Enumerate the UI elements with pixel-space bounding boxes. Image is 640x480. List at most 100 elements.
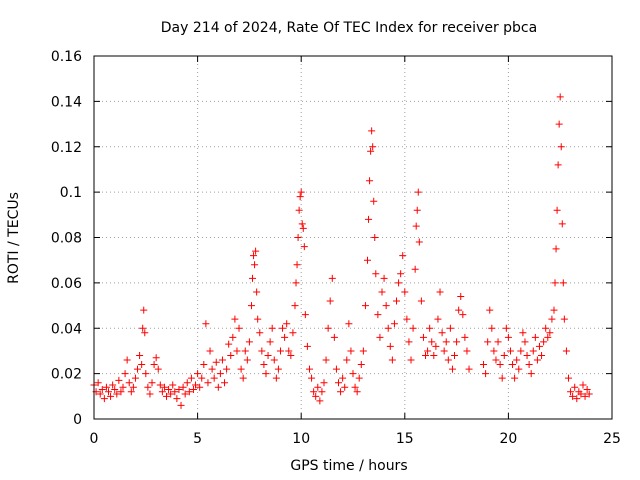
data-point xyxy=(419,333,427,341)
data-point xyxy=(299,224,307,232)
data-point xyxy=(484,338,492,346)
data-point xyxy=(214,383,222,391)
y-tick-label: 0.08 xyxy=(51,231,82,247)
data-point xyxy=(357,361,365,369)
data-point xyxy=(177,401,185,409)
data-point xyxy=(490,347,498,355)
data-point xyxy=(573,395,581,403)
data-point xyxy=(216,370,224,378)
data-point xyxy=(349,370,357,378)
data-point xyxy=(221,379,229,387)
data-point xyxy=(294,234,302,241)
data-point xyxy=(109,381,117,389)
y-axis-label: ROTI / TECUs xyxy=(6,192,22,284)
data-point xyxy=(529,347,537,355)
data-point xyxy=(509,361,517,369)
data-point xyxy=(502,324,510,332)
data-point xyxy=(131,374,139,382)
data-point xyxy=(146,390,154,398)
data-point xyxy=(581,392,589,400)
data-point xyxy=(243,356,251,364)
data-point xyxy=(158,388,166,396)
data-point xyxy=(138,361,146,369)
data-point xyxy=(210,374,218,382)
data-point xyxy=(276,347,284,355)
data-point xyxy=(386,342,394,350)
data-point xyxy=(417,297,425,305)
data-point xyxy=(181,390,189,398)
data-point xyxy=(457,292,465,300)
data-point xyxy=(430,351,438,359)
data-point xyxy=(486,306,494,314)
grid-lines xyxy=(94,56,612,419)
data-point xyxy=(347,347,355,355)
data-point xyxy=(139,324,147,332)
data-point xyxy=(334,379,342,387)
data-point xyxy=(552,245,560,253)
data-point xyxy=(365,215,373,223)
data-point xyxy=(585,390,593,398)
data-point xyxy=(558,220,566,228)
data-point xyxy=(322,356,330,364)
data-point xyxy=(531,333,539,341)
data-point xyxy=(555,120,563,128)
data-point xyxy=(513,356,521,364)
data-point xyxy=(125,379,133,387)
data-point xyxy=(463,347,471,355)
data-point xyxy=(455,306,463,314)
data-point xyxy=(506,347,514,355)
data-point xyxy=(206,347,214,355)
x-tick-label: 15 xyxy=(396,431,414,447)
data-point xyxy=(136,351,144,359)
y-tick-label: 0.06 xyxy=(51,276,82,292)
data-point xyxy=(285,347,293,355)
data-point xyxy=(175,386,183,394)
data-point xyxy=(367,147,375,155)
data-point xyxy=(403,315,411,323)
data-point xyxy=(551,279,559,287)
chart-title: Day 214 of 2024, Rate Of TEC Index for r… xyxy=(161,20,537,36)
data-point xyxy=(156,381,164,389)
data-point xyxy=(266,338,274,346)
data-point xyxy=(553,206,561,214)
data-point xyxy=(569,392,577,400)
data-point xyxy=(165,386,173,394)
data-point xyxy=(571,383,579,391)
data-point xyxy=(424,347,432,355)
data-point xyxy=(488,324,496,332)
data-point xyxy=(567,388,575,396)
data-point xyxy=(233,347,241,355)
data-point xyxy=(251,261,259,269)
data-point xyxy=(295,206,303,214)
data-point xyxy=(556,93,564,101)
data-point xyxy=(249,274,257,282)
y-tick-labels: 0 0.02 0.04 0.06 0.08 0.1 0.12 0.14 0.16 xyxy=(51,49,82,428)
data-point xyxy=(140,306,148,314)
data-point xyxy=(368,127,376,135)
data-point xyxy=(320,379,328,387)
data-point xyxy=(371,234,379,241)
data-point xyxy=(355,374,363,382)
data-point xyxy=(272,374,280,382)
data-point xyxy=(370,197,378,205)
data-point xyxy=(515,365,523,373)
data-point xyxy=(341,383,349,391)
data-point xyxy=(287,351,295,359)
data-point xyxy=(409,324,417,332)
data-point xyxy=(245,338,253,346)
data-point xyxy=(142,370,150,378)
data-point xyxy=(339,374,347,382)
data-point xyxy=(521,338,529,346)
data-point xyxy=(422,351,430,359)
data-point xyxy=(412,222,420,230)
x-tick-label: 0 xyxy=(90,431,99,447)
data-point xyxy=(167,390,175,398)
data-point xyxy=(434,315,442,323)
data-point xyxy=(560,315,568,323)
data-point xyxy=(345,320,353,328)
data-point xyxy=(198,374,206,382)
data-point xyxy=(270,356,278,364)
y-tick-label: 0 xyxy=(73,412,82,428)
data-point xyxy=(192,381,200,389)
